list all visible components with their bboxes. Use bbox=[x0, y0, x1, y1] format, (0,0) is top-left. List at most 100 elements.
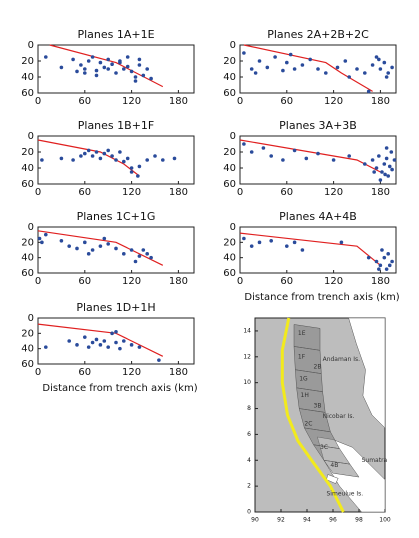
earthquake-point bbox=[75, 69, 79, 74]
plot-frame bbox=[37, 317, 195, 365]
y-tick-label: 0 bbox=[28, 40, 34, 51]
earthquake-point bbox=[300, 63, 305, 67]
earthquake-point bbox=[366, 255, 371, 260]
earthquake-point bbox=[242, 51, 246, 55]
reference-line bbox=[37, 139, 140, 177]
y-tick-label: 40 bbox=[21, 344, 34, 355]
earthquake-point bbox=[370, 63, 375, 67]
x-tick-label: 120 bbox=[324, 187, 343, 198]
x-tick-label: 60 bbox=[78, 276, 91, 287]
earthquake-point bbox=[172, 156, 177, 161]
y-tick-label: 60 bbox=[223, 268, 236, 279]
earthquake-point bbox=[137, 345, 142, 349]
earthquake-point bbox=[86, 252, 91, 256]
y-tick-label: 0 bbox=[230, 131, 236, 142]
earthquake-point bbox=[384, 267, 389, 271]
earthquake-point bbox=[141, 73, 146, 78]
x-tick-label: 120 bbox=[122, 276, 141, 287]
chart-title: Planes 1A+1E bbox=[77, 28, 154, 41]
y-tick-label: 20 bbox=[223, 237, 236, 248]
x-tick-label: 120 bbox=[122, 96, 141, 107]
earthquake-point bbox=[98, 244, 103, 248]
earthquake-point bbox=[377, 267, 381, 271]
earthquake-point bbox=[94, 73, 99, 78]
earthquake-point bbox=[269, 154, 274, 158]
earthquake-point bbox=[114, 246, 118, 251]
earthquake-point bbox=[44, 345, 48, 349]
mainland bbox=[348, 317, 386, 429]
earthquake-point bbox=[324, 71, 328, 75]
earthquake-point bbox=[86, 345, 91, 349]
earthquake-point bbox=[384, 75, 389, 79]
earthquake-point bbox=[133, 79, 138, 83]
earthquake-point bbox=[122, 252, 126, 256]
earthquake-point bbox=[335, 65, 340, 70]
y-tick-label: 20 bbox=[223, 147, 236, 158]
earthquake-point bbox=[114, 330, 118, 334]
x-tick-label: 180 bbox=[169, 187, 188, 198]
earthquake-point bbox=[308, 57, 313, 62]
earthquake-point bbox=[374, 259, 379, 264]
x-tick-label: 180 bbox=[169, 276, 188, 287]
earthquake-point bbox=[102, 151, 107, 156]
earthquake-point bbox=[265, 65, 270, 70]
x-tick-label: 120 bbox=[324, 276, 343, 287]
earthquake-point bbox=[145, 252, 149, 256]
map-label: 4B bbox=[330, 462, 338, 469]
x-tick-label: 180 bbox=[371, 276, 390, 287]
y-tick-label: 6 bbox=[247, 431, 251, 438]
plane-box bbox=[293, 324, 321, 351]
x-tick-label: 0 bbox=[35, 276, 41, 287]
earthquake-point bbox=[145, 158, 149, 162]
chart-title: Planes 1B+1F bbox=[78, 119, 154, 132]
map-label: Nicobar Is. bbox=[323, 413, 355, 420]
y-tick-label: 60 bbox=[21, 88, 34, 99]
x-tick-label: 60 bbox=[280, 187, 293, 198]
earthquake-point bbox=[149, 255, 153, 260]
y-tick-label: 60 bbox=[223, 179, 236, 190]
earthquake-point bbox=[382, 60, 387, 65]
earthquake-point bbox=[102, 65, 107, 70]
earthquake-point bbox=[390, 259, 394, 264]
earthquake-point bbox=[285, 244, 289, 248]
earthquake-point bbox=[382, 255, 387, 260]
earthquake-point bbox=[288, 52, 293, 57]
y-tick-label: 40 bbox=[223, 72, 236, 83]
earthquake-point bbox=[90, 340, 95, 345]
earthquake-point bbox=[118, 60, 122, 65]
earthquake-point bbox=[79, 154, 83, 158]
earthquake-point bbox=[129, 343, 134, 347]
earthquake-point bbox=[125, 55, 130, 59]
chart-title: Planes 1D+1H bbox=[76, 301, 155, 314]
earthquake-point bbox=[83, 71, 87, 75]
map-label: 1H bbox=[301, 392, 309, 399]
earthquake-point bbox=[384, 156, 389, 161]
earthquake-point bbox=[94, 150, 99, 154]
earthquake-point bbox=[292, 148, 297, 153]
earthquake-point bbox=[269, 239, 274, 243]
earthquake-point bbox=[136, 174, 140, 178]
earthquake-point bbox=[118, 150, 122, 154]
simeulue bbox=[326, 474, 339, 484]
earthquake-point bbox=[380, 170, 384, 174]
reference-line bbox=[239, 139, 381, 173]
earthquake-point bbox=[343, 59, 348, 63]
earthquake-point bbox=[86, 148, 91, 153]
earthquake-point bbox=[133, 259, 138, 264]
earthquake-point bbox=[384, 146, 389, 150]
earthquake-point bbox=[300, 248, 305, 252]
earthquake-point bbox=[137, 164, 142, 169]
y-tick-label: 0 bbox=[28, 222, 34, 233]
earthquake-point bbox=[257, 59, 262, 63]
y-tick-label: 20 bbox=[21, 147, 34, 158]
x-axis-label: Distance from trench axis (km) bbox=[42, 383, 197, 394]
earthquake-point bbox=[145, 67, 149, 71]
earthquake-point bbox=[75, 246, 79, 251]
y-tick-label: 8 bbox=[247, 405, 251, 412]
earthquake-point bbox=[79, 63, 83, 67]
x-tick-label: 180 bbox=[169, 367, 188, 378]
earthquake-point bbox=[106, 57, 110, 62]
x-tick-label: 96 bbox=[329, 517, 337, 524]
x-tick-label: 120 bbox=[122, 367, 141, 378]
earthquake-point bbox=[331, 158, 336, 162]
